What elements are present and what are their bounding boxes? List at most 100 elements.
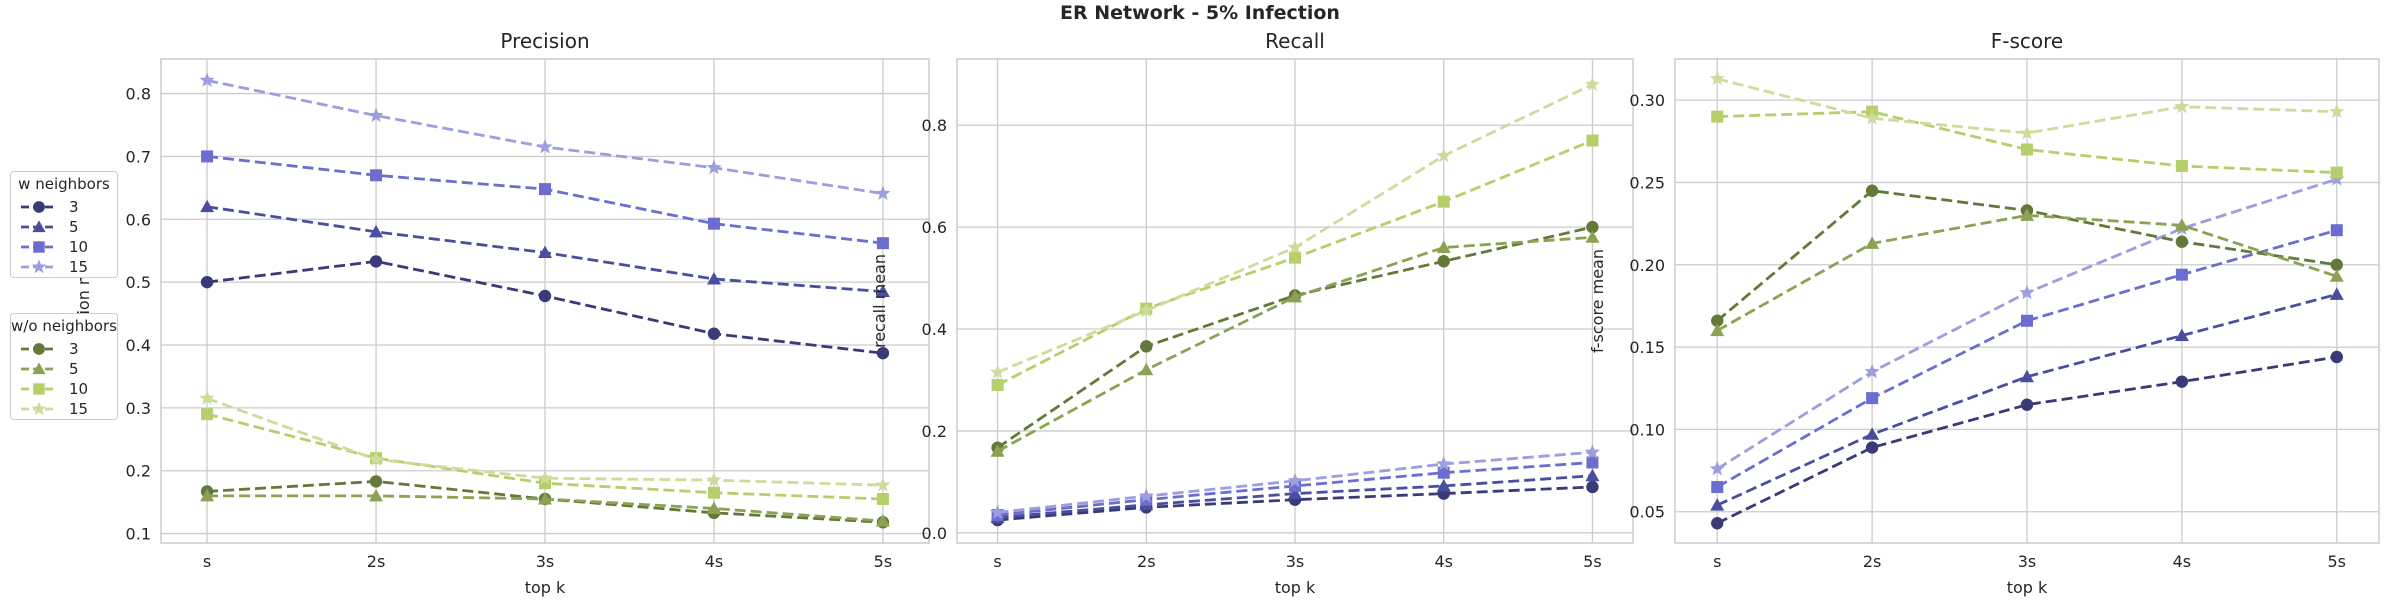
- legend-label: 5: [69, 218, 79, 236]
- data-point: [2175, 268, 2188, 281]
- y-tick-label: 0.8: [126, 85, 151, 104]
- legend-marker: [31, 259, 47, 274]
- data-point: [2019, 284, 2035, 300]
- y-tick-label: 0.8: [922, 116, 947, 135]
- data-point: [1710, 498, 1725, 511]
- legend-entry: 3: [11, 197, 117, 217]
- subplot-title: Precision: [500, 29, 589, 53]
- data-point: [2175, 375, 2189, 388]
- y-tick-label: 0.2: [922, 422, 947, 441]
- data-point: [537, 470, 553, 485]
- data-point: [1289, 251, 1301, 264]
- legend-entry: 3: [11, 339, 117, 359]
- data-point: [2020, 398, 2034, 411]
- data-point: [989, 364, 1006, 379]
- legend-entry: 5: [11, 217, 117, 237]
- data-point: [706, 501, 721, 514]
- legend-entry: 10: [11, 237, 117, 257]
- data-point: [1585, 230, 1600, 243]
- legend-label: 5: [69, 360, 79, 378]
- axes-frame: [1674, 58, 2380, 544]
- subplot-precision: 0.1 0.2 0.3 0.4 0.5 0.6 0.7 0.8 s 2s 3s 4s 5s Precisi…: [74, 29, 930, 597]
- data-point: [875, 514, 890, 527]
- legend-label: 10: [69, 238, 89, 256]
- axes-frame: [160, 58, 930, 544]
- data-point: [1585, 468, 1600, 482]
- x-tick-label: s: [203, 552, 211, 571]
- data-point: [1586, 456, 1599, 469]
- data-point: [538, 245, 552, 259]
- legend-entries: 3 5 10 15: [11, 197, 117, 277]
- series-line: [1716, 293, 2338, 507]
- series-wo_5: [200, 488, 890, 527]
- legend-entry: 5: [11, 359, 117, 379]
- data-point: [2330, 224, 2343, 237]
- figure-title: ER Network - 5% Infection: [1060, 2, 1340, 24]
- data-point: [1865, 427, 1880, 440]
- y-tick-label: 0.30: [1629, 91, 1665, 110]
- y-tick-label: 0.7: [126, 147, 151, 166]
- data-point: [706, 159, 722, 175]
- data-point: [876, 237, 889, 250]
- series-line: [1716, 77, 2337, 135]
- plots-container: 0.1 0.2 0.3 0.4 0.5 0.6 0.7 0.8 s 2s 3s 4s 5s Precisi…: [74, 29, 2380, 597]
- data-point: [2175, 160, 2188, 173]
- series-wo_5: [1710, 208, 2344, 337]
- legend-title: w neighbors: [18, 175, 110, 193]
- series-wo_10: [1711, 105, 2343, 179]
- x-tick-label: 4s: [705, 552, 724, 571]
- axes-frame: [956, 58, 1634, 544]
- data-point: [1586, 480, 1599, 494]
- legend-entry: 15: [11, 257, 117, 277]
- series-line: [996, 235, 1593, 453]
- x-axis-label: top k: [525, 578, 566, 597]
- data-point: [200, 199, 215, 213]
- series-wo_15: [989, 76, 1601, 379]
- subplot-recall: 0.0 0.2 0.4 0.6 0.8 s 2s 3s 4s 5s Recall top k recal…: [870, 29, 1634, 597]
- data-point: [1436, 147, 1452, 163]
- data-point: [1288, 289, 1302, 303]
- data-point: [2021, 143, 2033, 156]
- legend-marker: [33, 201, 45, 213]
- data-point: [1711, 517, 1724, 530]
- data-point: [1584, 76, 1601, 91]
- data-point: [539, 183, 551, 196]
- data-point: [369, 224, 384, 238]
- x-tick-label: 4s: [1434, 552, 1453, 571]
- data-point: [201, 408, 214, 421]
- data-point: [2020, 208, 2034, 221]
- legend-entry: 15: [11, 399, 117, 419]
- data-point: [1586, 220, 1599, 234]
- data-point: [1586, 134, 1599, 147]
- legend-swatch: [21, 241, 57, 253]
- data-point: [369, 488, 384, 502]
- series-w_15: [989, 444, 1601, 519]
- series-w_3: [1711, 350, 2343, 530]
- y-tick-label: 0.25: [1629, 173, 1665, 192]
- x-tick-label: 3s: [1286, 552, 1305, 571]
- data-point: [368, 451, 384, 466]
- data-point: [706, 472, 722, 487]
- series-line: [1716, 213, 2338, 332]
- x-tick-label: 2s: [367, 552, 386, 571]
- data-point: [991, 379, 1004, 392]
- data-point: [1287, 472, 1303, 488]
- data-point: [1864, 110, 1880, 125]
- data-point: [2330, 258, 2343, 271]
- y-tick-label: 0.3: [126, 399, 151, 418]
- data-point: [1866, 392, 1879, 405]
- legend-marker: [33, 343, 45, 355]
- series-wo_15: [199, 390, 891, 492]
- data-point: [707, 486, 720, 499]
- data-point: [369, 255, 383, 268]
- x-axis-label: top k: [1275, 578, 1316, 597]
- data-point: [2330, 350, 2343, 364]
- data-point: [1711, 314, 1724, 327]
- legend-label: 10: [69, 380, 89, 398]
- data-point: [2019, 125, 2035, 140]
- data-point: [2174, 328, 2189, 342]
- data-point: [1709, 70, 1725, 86]
- data-point: [2020, 369, 2034, 383]
- data-point: [2021, 314, 2033, 327]
